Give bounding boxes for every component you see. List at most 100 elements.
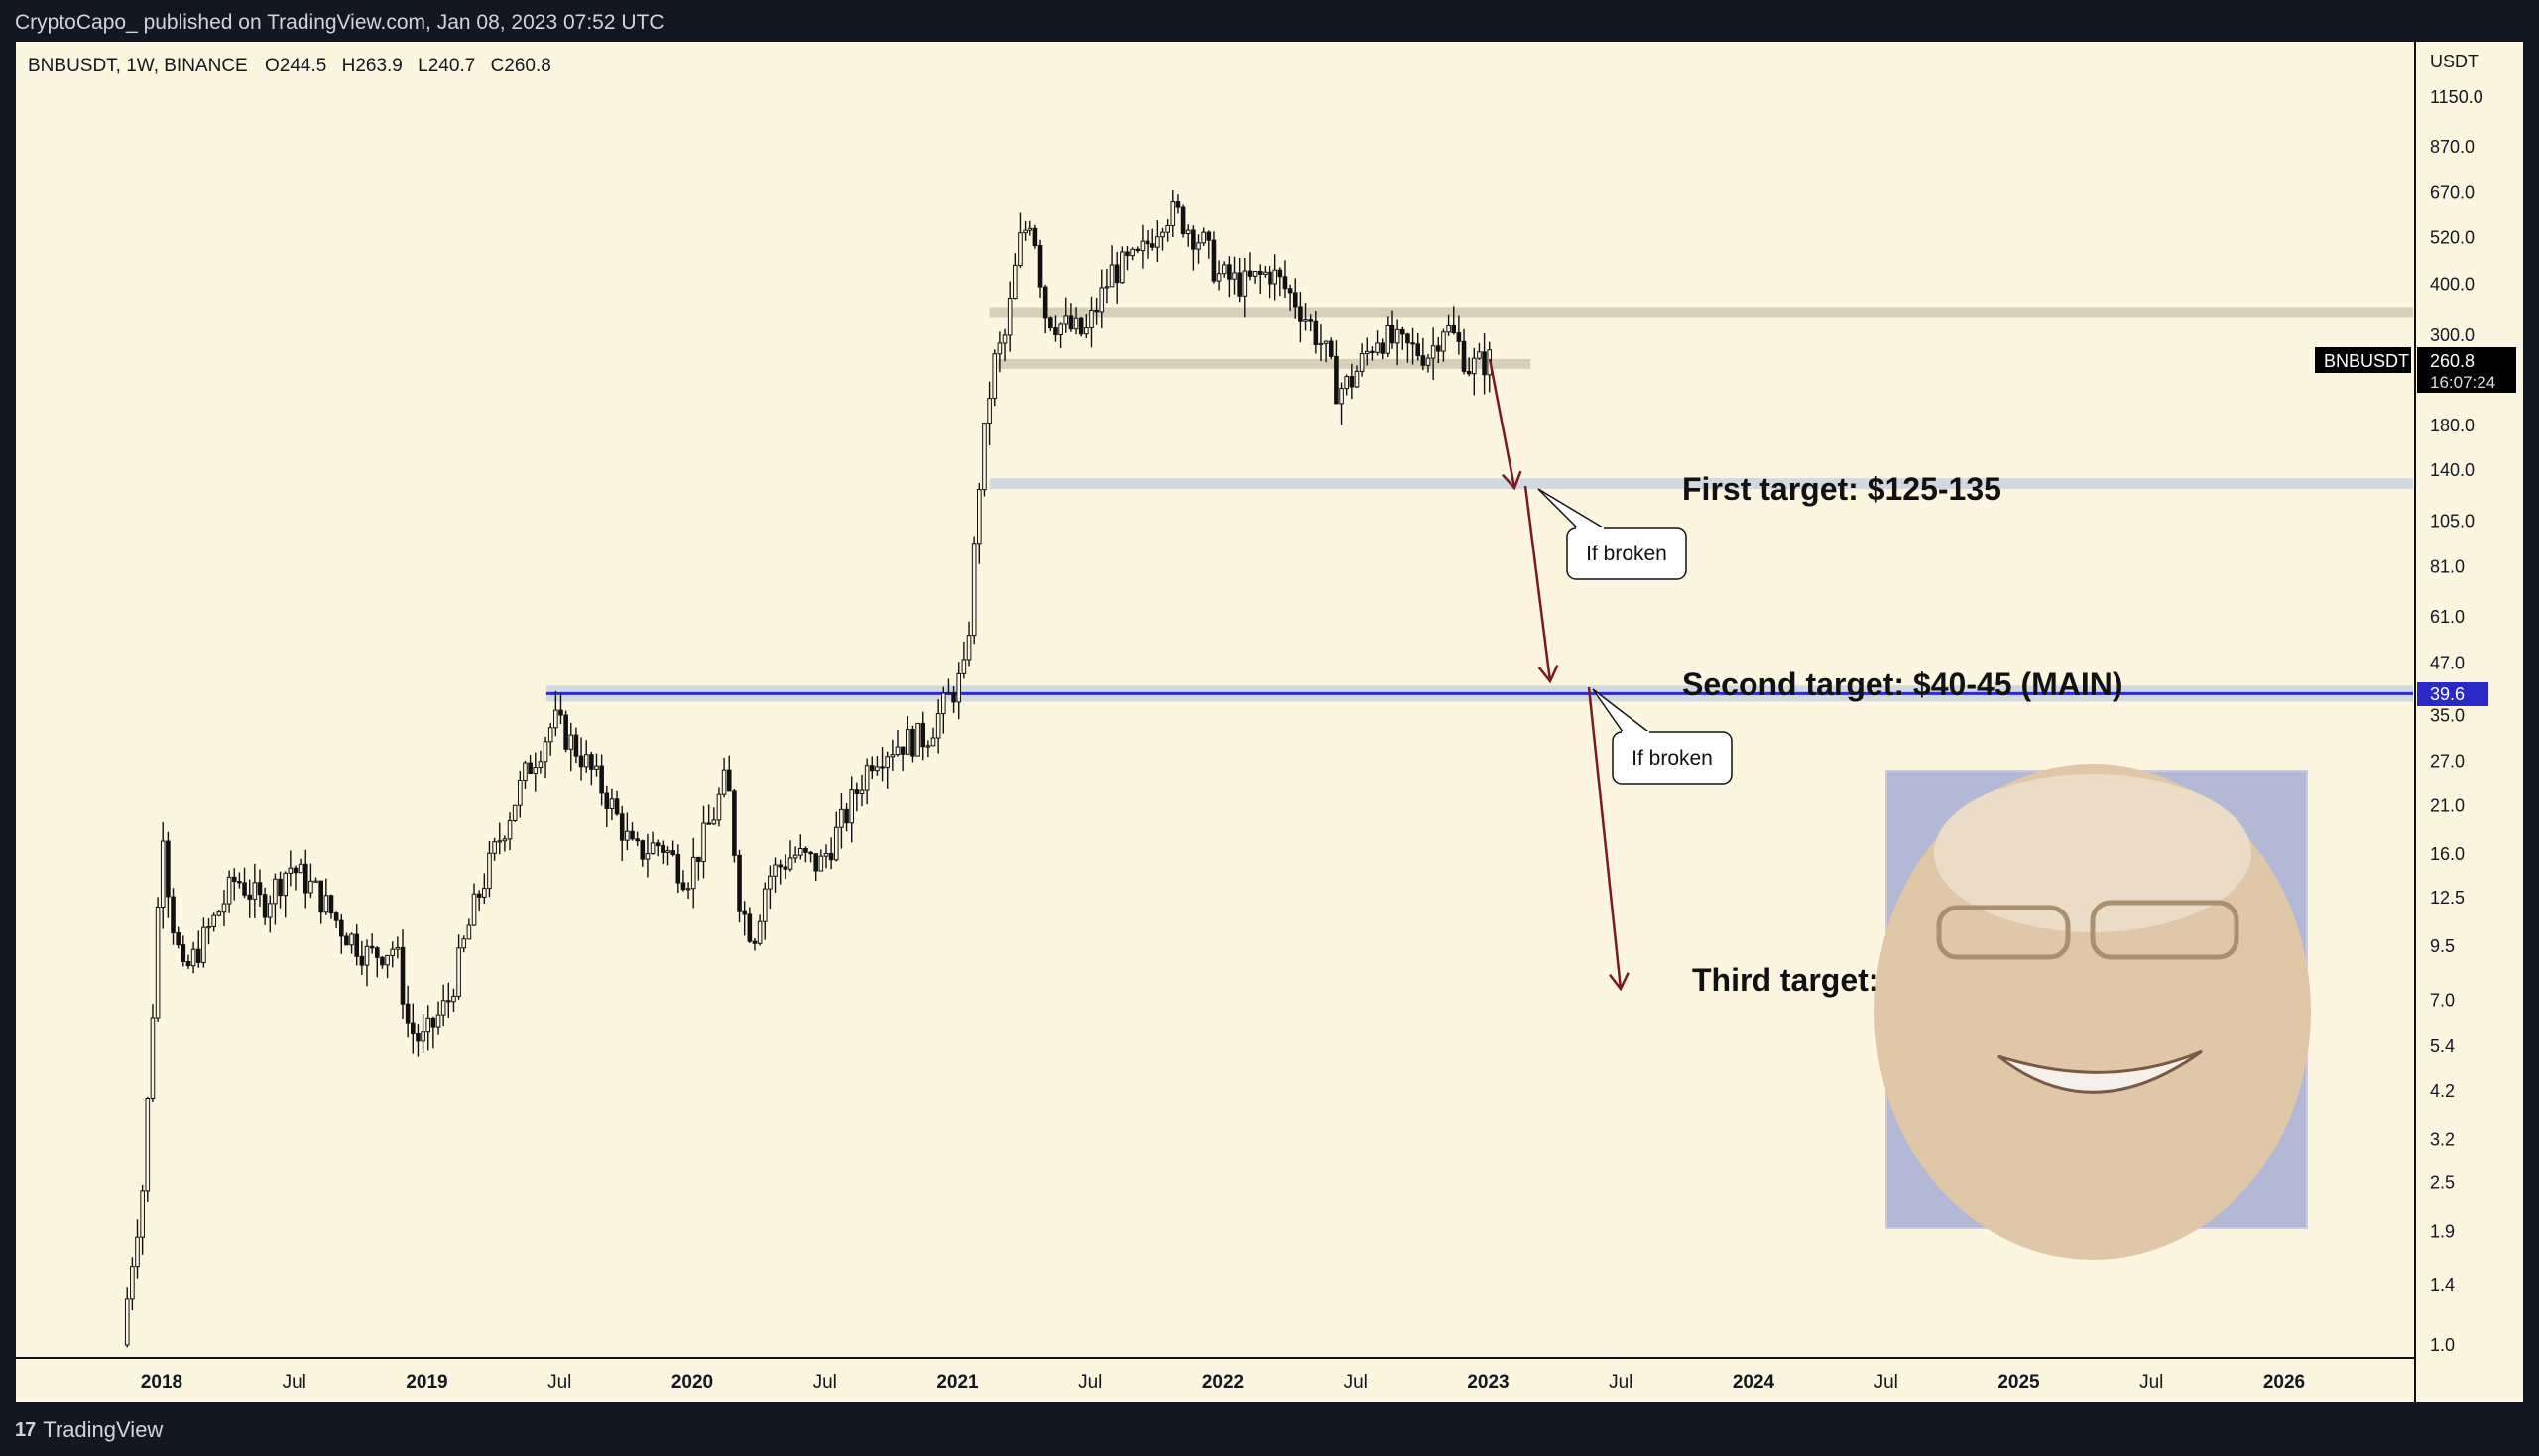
candle-body [1472, 357, 1477, 375]
candle-body [1018, 232, 1023, 266]
meme-image [1874, 764, 2311, 1260]
candle-body [880, 766, 885, 769]
x-tick-label: Jul [1609, 1372, 1632, 1393]
candle-body [925, 745, 931, 748]
candle-body [487, 852, 492, 890]
candle-body [538, 761, 544, 769]
candle-body [752, 940, 758, 944]
candle-body [308, 880, 313, 894]
candle-body [1206, 231, 1212, 241]
y-tick-label: 300.0 [2430, 325, 2475, 345]
candle-body [701, 822, 706, 863]
y-tick-label: 105.0 [2430, 511, 2475, 531]
y-tick-label: 27.0 [2430, 752, 2465, 772]
candle-body [890, 754, 896, 758]
footer-bar[interactable]: 17 TradingView [0, 1404, 2539, 1456]
if-broken-callout-1-text: If broken [1586, 543, 1667, 565]
candle-body [1292, 292, 1298, 308]
x-tick-label: 2021 [936, 1372, 979, 1393]
candle-body [1002, 334, 1008, 344]
candle-body [808, 851, 813, 855]
candle-body [1145, 240, 1150, 245]
candle-body [1201, 231, 1206, 244]
candle-body [614, 798, 620, 815]
candle-body [1191, 229, 1196, 250]
candle-body [1073, 317, 1079, 330]
if-broken-callout-2-pointer [1592, 688, 1649, 733]
candle-body [563, 714, 568, 750]
candle-body [1068, 315, 1074, 330]
candle-body [1370, 350, 1375, 354]
candle-body [757, 920, 763, 944]
candle-body [1263, 271, 1268, 275]
candle-body [1390, 324, 1395, 344]
x-tick-label: Jul [1078, 1372, 1102, 1393]
candle-body [1425, 357, 1431, 366]
candle-body [1410, 342, 1415, 345]
arrow-to-second-target [1523, 485, 1552, 682]
y-tick-label: 4.2 [2430, 1081, 2455, 1101]
candle-body [543, 741, 548, 763]
candle-body [670, 850, 675, 855]
candle-body [1385, 324, 1390, 354]
meme-glasses-right [2090, 900, 2239, 960]
candle-body [1032, 227, 1038, 247]
first-target-label: First target: $125-135 [1682, 471, 2001, 507]
candle-body [900, 746, 906, 755]
candle-body [762, 888, 768, 922]
candle-body [344, 935, 349, 946]
candle-body [1364, 350, 1370, 354]
candle-body [1242, 270, 1248, 297]
time-axis[interactable]: 2018 Jul 2019 Jul 2020 Jul 2021 Jul 2022 Jul 2023 J… [141, 1372, 2305, 1393]
candle-body [333, 912, 339, 921]
candle-body [665, 850, 670, 853]
candle-body [1268, 271, 1272, 285]
y-tick-label: 140.0 [2430, 460, 2475, 480]
candle-body [573, 734, 579, 757]
candle-body [1354, 370, 1360, 388]
candle-body [298, 863, 303, 874]
candle-body [1170, 201, 1176, 227]
candle-body [1298, 306, 1303, 322]
candle-body [813, 853, 818, 872]
candle-body [675, 853, 681, 884]
candle-body [711, 819, 717, 825]
candle-body [1125, 251, 1130, 257]
candle-body [619, 813, 625, 841]
candle-body [1435, 345, 1441, 352]
candle-body [1135, 248, 1141, 252]
candle-body [211, 914, 216, 927]
candle-body [716, 793, 722, 821]
candle-body [1466, 370, 1472, 375]
candle-body [895, 746, 901, 756]
y-tick-label: 5.4 [2430, 1036, 2455, 1056]
candle-body [1023, 229, 1028, 234]
candle-body [650, 842, 656, 855]
candle-body [195, 948, 201, 963]
candle-body [1323, 340, 1329, 344]
y-tick-label: 3.2 [2430, 1129, 2455, 1149]
candle-body [1277, 269, 1283, 278]
candle-body [1482, 351, 1487, 376]
candle-body [242, 882, 247, 896]
candle-body [773, 864, 778, 877]
candle-body [1328, 340, 1334, 357]
publisher-text: CryptoCapo_ published on TradingView.com… [15, 11, 665, 34]
x-tick-label: Jul [283, 1372, 306, 1393]
candle-body [206, 925, 211, 929]
candle-body [262, 894, 268, 918]
price-axis[interactable]: 1150.0 870.0 670.0 520.0 400.0 300.0 180.0 140.… [2430, 87, 2483, 1355]
candle-body [1013, 264, 1018, 300]
chart-canvas[interactable]: If broken If broken 1150.0 870.0 670.0 520.0… [0, 0, 2539, 1404]
candle-body [145, 1098, 151, 1192]
second-target-label: Second target: $40-45 (MAIN) [1682, 667, 2123, 702]
candle-body [231, 876, 237, 883]
candle-body [568, 734, 574, 750]
candle-body [216, 911, 222, 916]
candle-body [625, 830, 630, 841]
meme-forehead [1934, 774, 2251, 932]
candle-body [1272, 269, 1277, 285]
candle-body [160, 840, 166, 908]
candle-body [471, 893, 477, 926]
candle-body [171, 896, 176, 934]
